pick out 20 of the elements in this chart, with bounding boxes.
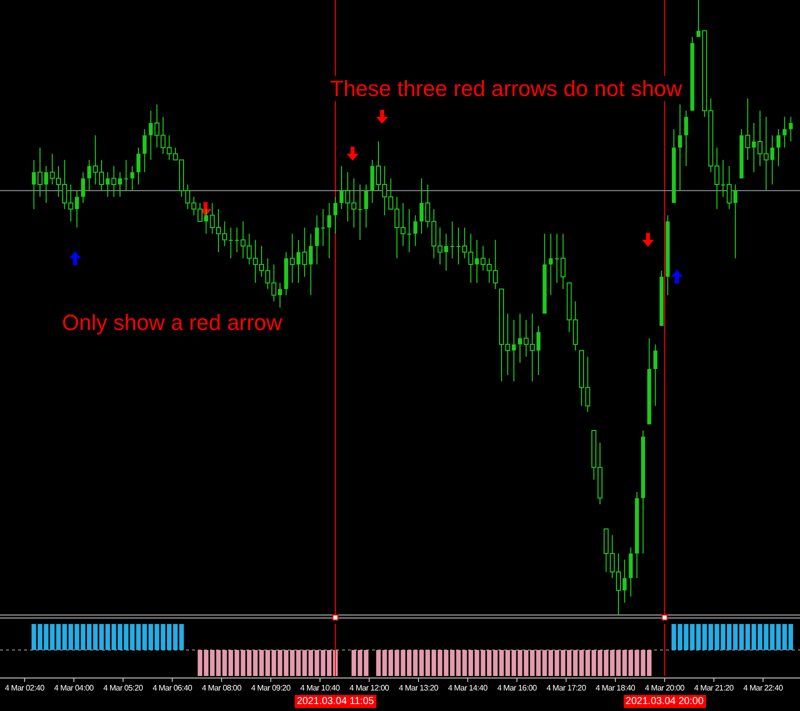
x-tick-label: 4 Mar 18:40 [596,684,636,693]
x-tick-label: 4 Mar 17:20 [546,684,587,693]
x-tick-label: 4 Mar 13:20 [398,684,439,693]
annotation: These three red arrows do not show [330,76,682,101]
x-tick-label: 4 Mar 21:20 [694,684,734,693]
ref-line-label: 2021.03.04 20:00 [626,696,704,707]
x-tick-label: 4 Mar 14:40 [448,684,488,693]
x-tick-label: 4 Mar 02:40 [4,684,46,693]
x-tick-label: 4 Mar 12:00 [350,684,390,693]
x-tick-label: 4 Mar 09:20 [251,684,292,693]
x-tick-label: 4 Mar 22:40 [743,684,784,693]
x-tick-label: 4 Mar 20:00 [644,684,686,693]
x-tick-label: 4 Mar 06:40 [152,684,193,693]
annotation: Only show a red arrow [62,310,282,335]
x-tick-label: 4 Mar 04:00 [54,684,94,693]
x-tick-label: 4 Mar 10:40 [300,684,341,693]
ref-line-label: 2021.03.04 11:05 [296,696,374,707]
x-tick-label: 4 Mar 05:20 [103,684,144,693]
x-tick-label: 4 Mar 16:00 [497,684,538,693]
x-tick-label: 4 Mar 08:00 [202,684,242,693]
